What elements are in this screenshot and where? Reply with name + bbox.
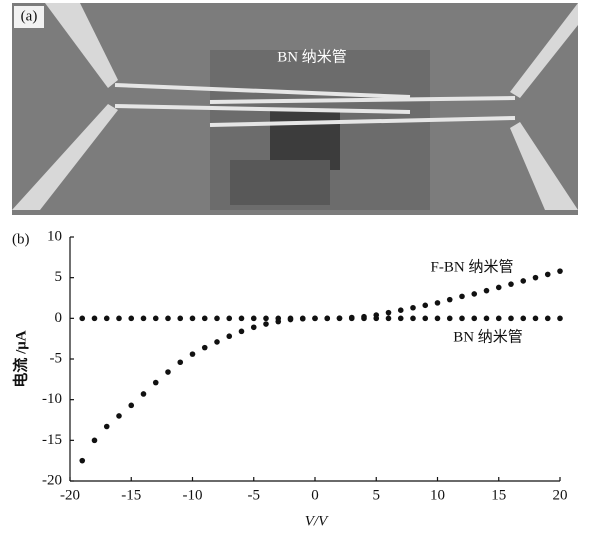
data-point [508, 316, 514, 322]
data-point [92, 316, 98, 322]
data-point [398, 316, 404, 322]
x-tick-label: 10 [430, 487, 445, 503]
data-point [447, 316, 453, 322]
y-tick-label: 10 [47, 228, 62, 244]
data-point [141, 316, 147, 322]
data-point [214, 339, 220, 345]
data-point [116, 316, 122, 322]
data-point [410, 305, 416, 311]
data-point [410, 316, 416, 322]
data-point [557, 316, 563, 322]
data-point [116, 413, 122, 419]
y-tick-label: -20 [42, 472, 62, 488]
y-tick-label: 0 [55, 310, 63, 326]
data-point [92, 438, 98, 444]
data-point [361, 316, 367, 322]
x-tick-label: 15 [491, 487, 506, 503]
data-point [398, 307, 404, 313]
panel-label: (b) [12, 231, 30, 247]
panel-label: (a) [21, 8, 38, 24]
data-point [520, 278, 526, 284]
data-point [239, 316, 245, 322]
data-point [263, 321, 269, 327]
data-point [202, 316, 208, 322]
x-tick-label: 5 [373, 487, 381, 503]
data-point [153, 380, 159, 386]
data-point [275, 316, 281, 322]
data-point [422, 303, 428, 309]
data-point [104, 316, 110, 322]
data-point [177, 316, 183, 322]
x-tick-label: -5 [248, 487, 261, 503]
data-point [545, 272, 551, 278]
data-point [435, 300, 441, 306]
data-point [214, 316, 220, 322]
x-tick-label: -20 [60, 487, 80, 503]
data-point [165, 316, 171, 322]
data-point [128, 403, 134, 409]
series-label: F-BN 纳米管 [431, 258, 514, 275]
data-point [300, 316, 306, 322]
data-point [422, 316, 428, 322]
data-point [459, 316, 465, 322]
figure: (a) BN 纳米管 (b) V/V 电流 /μA -20 -15 -10 -5 0 5 1… [0, 0, 589, 535]
data-point [79, 458, 85, 464]
data-point [141, 391, 147, 397]
data-point [496, 285, 502, 291]
data-point [190, 316, 196, 322]
x-tick-label: 20 [553, 487, 568, 503]
data-point [165, 369, 171, 375]
data-point [104, 424, 110, 430]
y-tick-label: 5 [55, 269, 63, 285]
data-point [177, 359, 183, 365]
data-point [520, 316, 526, 322]
data-point [508, 281, 514, 287]
data-point [349, 316, 355, 322]
data-point [459, 294, 465, 300]
data-point [263, 316, 269, 322]
data-point [435, 316, 441, 322]
data-point [190, 351, 196, 357]
data-point [447, 297, 453, 303]
data-point [557, 268, 563, 274]
data-point [373, 316, 379, 322]
annotation: BN 纳米管 [277, 48, 347, 65]
data-point [545, 316, 551, 322]
data-point [533, 316, 539, 322]
data-point [324, 316, 330, 322]
data-point [386, 310, 392, 316]
data-point [484, 316, 490, 322]
x-axis-label: V/V [305, 513, 329, 529]
data-point [239, 329, 245, 335]
data-point [471, 291, 477, 297]
data-point [153, 316, 159, 322]
data-point [288, 316, 294, 322]
series-label: BN 纳米管 [453, 328, 523, 345]
data-point [496, 316, 502, 322]
y-tick-label: -5 [50, 350, 63, 366]
data-point [79, 316, 85, 322]
data-point [386, 316, 392, 322]
data-point [226, 333, 232, 339]
y-axis-label: 电流 /μA [11, 330, 29, 387]
data-point [471, 316, 477, 322]
x-tick-label: -15 [121, 487, 141, 503]
data-point [202, 345, 208, 351]
y-tick-label: -15 [42, 432, 62, 448]
x-tick-label: -10 [183, 487, 203, 503]
data-point [533, 275, 539, 281]
data-point [312, 316, 318, 322]
data-point [226, 316, 232, 322]
data-point [337, 316, 343, 322]
y-tick-label: -10 [42, 391, 62, 407]
micrograph: (a) BN 纳米管 [12, 3, 578, 215]
data-point [251, 324, 257, 330]
x-tick-label: 0 [311, 487, 319, 503]
data-point [484, 288, 490, 294]
data-point [251, 316, 257, 322]
data-point [128, 316, 134, 322]
